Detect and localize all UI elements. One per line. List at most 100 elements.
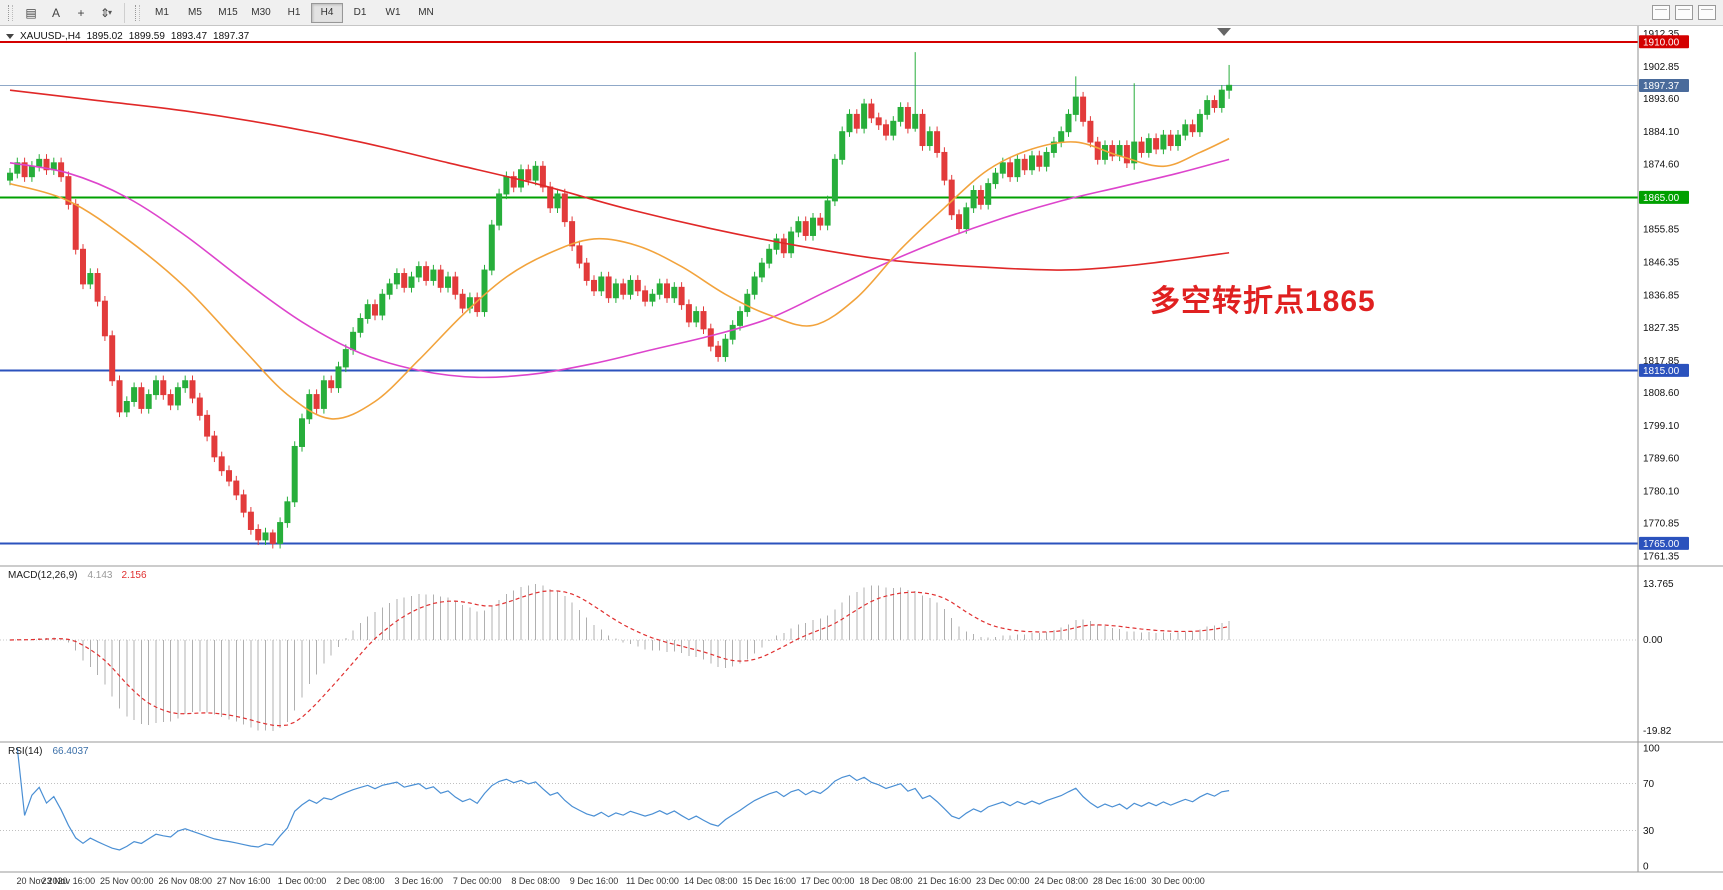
price-badge-1765.00[interactable] xyxy=(1639,536,1689,550)
scale-tool-button[interactable]: ⇕ ▾ xyxy=(99,5,113,20)
svg-text:21 Dec 16:00: 21 Dec 16:00 xyxy=(918,876,972,886)
svg-text:11 Dec 00:00: 11 Dec 00:00 xyxy=(626,876,679,886)
svg-text:1865.00: 1865.00 xyxy=(1643,193,1680,204)
ma-line-mid xyxy=(9,158,1230,379)
chart-ohlc-header: XAUUSD-,H4 1895.02 1899.59 1893.47 1897.… xyxy=(6,31,249,42)
macd-axis: 13.765 0.00 -19.82 xyxy=(1643,579,1674,737)
timeframe-button-mn[interactable]: MN xyxy=(418,7,434,18)
timeframe-button-m5[interactable]: M5 xyxy=(188,7,202,18)
svg-text:1910.00: 1910.00 xyxy=(1643,37,1680,48)
svg-text:13.765: 13.765 xyxy=(1643,579,1674,590)
svg-text:1902.85: 1902.85 xyxy=(1643,62,1680,73)
chart-canvas[interactable]: 1912.35 1902.85 1893.60 1884.10 1874.60 1855.… xyxy=(0,26,1723,890)
rsi-name: RSI(14) xyxy=(8,746,43,757)
toolbar-extra-icon-3[interactable] xyxy=(1698,5,1716,20)
price-axis: 1912.35 1902.85 1893.60 1884.10 1874.60 1855.… xyxy=(1637,26,1680,872)
svg-text:1817.85: 1817.85 xyxy=(1643,356,1680,367)
svg-text:1855.85: 1855.85 xyxy=(1643,225,1680,236)
svg-text:18 Dec 08:00: 18 Dec 08:00 xyxy=(859,876,913,886)
timeframe-button-m15[interactable]: M15 xyxy=(218,7,238,18)
svg-text:3 Dec 16:00: 3 Dec 16:00 xyxy=(395,876,444,886)
timeframe-button-m30[interactable]: M30 xyxy=(251,7,271,18)
svg-text:0: 0 xyxy=(1643,862,1649,873)
timeframe-button-m1[interactable]: M1 xyxy=(155,7,169,18)
svg-text:100: 100 xyxy=(1643,744,1660,755)
macd-signal-line xyxy=(9,590,1230,727)
chart-annotation[interactable]: 多空转折点1865 xyxy=(1150,285,1376,318)
macd-indicator-label: MACD(12,26,9) 4.143 2.156 xyxy=(8,570,151,581)
toolbar-grip[interactable] xyxy=(8,4,13,21)
current-price-badge[interactable] xyxy=(1639,78,1689,92)
svg-text:27 Nov 16:00: 27 Nov 16:00 xyxy=(217,876,271,886)
price-badge-1815.00[interactable] xyxy=(1639,363,1689,377)
svg-text:1789.60: 1789.60 xyxy=(1643,454,1680,465)
timeframe-button-h4[interactable]: H4 xyxy=(311,2,343,23)
timeframe-buttons: M1 M5 M15 M30 H1 H4 D1 W1 MN xyxy=(146,2,442,23)
rsi-line xyxy=(16,747,1230,851)
svg-text:1765.00: 1765.00 xyxy=(1643,539,1680,550)
toolbar-extra-icon-1[interactable] xyxy=(1652,5,1670,20)
svg-text:15 Dec 16:00: 15 Dec 16:00 xyxy=(742,876,796,886)
bar-low-value: 1893.47 xyxy=(170,31,208,42)
moving-average-lines xyxy=(9,89,1230,420)
svg-text:1912.35: 1912.35 xyxy=(1643,29,1680,40)
ma-line-fast xyxy=(9,137,1230,420)
macd-name: MACD(12,26,9) xyxy=(8,570,78,581)
symbol-period-label: XAUUSD-,H4 xyxy=(20,31,81,42)
symbol-dropdown-icon[interactable] xyxy=(6,34,14,39)
macd-signal-value: 2.156 xyxy=(121,570,147,581)
macd-main-value: 4.143 xyxy=(87,570,113,581)
chart-shift-marker[interactable] xyxy=(1217,28,1231,36)
crosshair-tool-button[interactable]: + xyxy=(77,5,85,20)
toolbar-right-icons xyxy=(1652,5,1719,20)
toolbar: ▤ A + ⇕ ▾ M1 M5 M15 M30 H1 H4 D1 W1 MN xyxy=(0,0,1723,26)
svg-text:-19.82: -19.82 xyxy=(1643,726,1672,737)
svg-text:9 Dec 16:00: 9 Dec 16:00 xyxy=(570,876,619,886)
svg-text:1846.35: 1846.35 xyxy=(1643,257,1680,268)
timeframe-button-h1[interactable]: H1 xyxy=(287,7,301,18)
svg-text:1827.35: 1827.35 xyxy=(1643,323,1680,334)
svg-text:24 Dec 08:00: 24 Dec 08:00 xyxy=(1034,876,1088,886)
svg-text:1808.60: 1808.60 xyxy=(1643,388,1680,399)
macd-histogram xyxy=(16,584,1230,731)
toolbar-extra-icon-2[interactable] xyxy=(1675,5,1693,20)
svg-text:30 Dec 00:00: 30 Dec 00:00 xyxy=(1151,876,1205,886)
bar-close-value: 1897.37 xyxy=(213,31,250,42)
rsi-axis: 100 70 30 0 xyxy=(1643,744,1660,873)
svg-text:26 Nov 08:00: 26 Nov 08:00 xyxy=(158,876,212,886)
price-badge-1910.00[interactable] xyxy=(1639,35,1689,49)
svg-text:1 Dec 00:00: 1 Dec 00:00 xyxy=(278,876,327,886)
svg-text:23 Nov 16:00: 23 Nov 16:00 xyxy=(42,876,96,886)
svg-text:1761.35: 1761.35 xyxy=(1643,551,1680,562)
svg-text:1874.60: 1874.60 xyxy=(1643,160,1680,171)
svg-text:1836.85: 1836.85 xyxy=(1643,290,1680,301)
svg-text:8 Dec 08:00: 8 Dec 08:00 xyxy=(511,876,560,886)
tool-buttons: ▤ A + ⇕ ▾ xyxy=(19,2,118,24)
ma-line-slow xyxy=(9,89,1230,271)
svg-text:7 Dec 00:00: 7 Dec 00:00 xyxy=(453,876,502,886)
svg-text:14 Dec 08:00: 14 Dec 08:00 xyxy=(684,876,738,886)
svg-text:30: 30 xyxy=(1643,826,1655,837)
svg-text:1893.60: 1893.60 xyxy=(1643,94,1680,105)
svg-text:28 Dec 16:00: 28 Dec 16:00 xyxy=(1093,876,1147,886)
svg-text:1780.10: 1780.10 xyxy=(1643,487,1680,498)
price-badge-1865.00[interactable] xyxy=(1639,190,1689,204)
rsi-value: 66.4037 xyxy=(52,746,89,757)
timeframe-button-w1[interactable]: W1 xyxy=(385,7,401,18)
horizontal-line-objects[interactable] xyxy=(0,40,1638,545)
rsi-indicator-label: RSI(14) 66.4037 xyxy=(8,746,93,757)
chart-grid-tool-button[interactable]: ▤ xyxy=(25,5,37,20)
toolbar-grip-2[interactable] xyxy=(135,4,140,21)
price-axis-badges: 1910.00 1865.00 1815.00 1765.00 1897.37 xyxy=(1639,35,1689,550)
candlestick-series xyxy=(7,52,1233,549)
bar-high-value: 1899.59 xyxy=(128,31,165,42)
svg-text:0.00: 0.00 xyxy=(1643,635,1663,646)
timeframe-button-d1[interactable]: D1 xyxy=(353,7,367,18)
svg-text:1799.10: 1799.10 xyxy=(1643,421,1680,432)
svg-text:17 Dec 00:00: 17 Dec 00:00 xyxy=(801,876,855,886)
svg-text:25 Nov 00:00: 25 Nov 00:00 xyxy=(100,876,154,886)
svg-text:1770.85: 1770.85 xyxy=(1643,519,1680,530)
bar-open-value: 1895.02 xyxy=(86,31,123,42)
text-tool-button[interactable]: A xyxy=(51,5,60,20)
